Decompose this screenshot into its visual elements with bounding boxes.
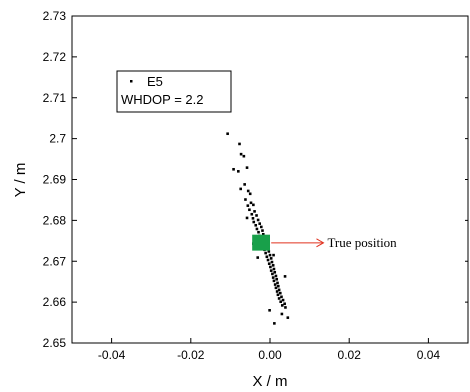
- data-point: [279, 300, 282, 304]
- data-point: [272, 267, 276, 271]
- annotation-arrowhead: [316, 238, 325, 248]
- data-point: [267, 250, 271, 253]
- data-point: [277, 297, 281, 300]
- data-point: [269, 265, 272, 269]
- y-tick-label: 2.73: [43, 9, 67, 23]
- data-point: [242, 154, 246, 158]
- data-point: [259, 225, 263, 229]
- data-point: [252, 203, 255, 207]
- data-point: [275, 277, 279, 281]
- data-point: [244, 198, 247, 201]
- data-point: [270, 260, 274, 264]
- y-tick-label: 2.71: [43, 91, 67, 105]
- data-point: [283, 302, 286, 306]
- data-point: [252, 220, 256, 224]
- x-tick-label: 0.02: [338, 348, 362, 362]
- data-point: [261, 229, 264, 232]
- data-point: [226, 132, 229, 136]
- data-point: [272, 253, 275, 257]
- data-point: [286, 316, 290, 319]
- data-point: [246, 189, 250, 193]
- y-tick-label: 2.7: [49, 132, 66, 146]
- data-point: [268, 253, 272, 257]
- data-point: [261, 232, 265, 236]
- data-point: [273, 283, 277, 286]
- data-point: [266, 258, 270, 262]
- y-axis-label: Y / m: [12, 163, 29, 198]
- data-point: [243, 183, 246, 186]
- x-tick-label: -0.04: [98, 348, 126, 362]
- data-point: [272, 279, 276, 283]
- data-point: [273, 270, 277, 274]
- data-point: [237, 170, 240, 173]
- data-point: [245, 216, 249, 220]
- data-point: [267, 262, 271, 266]
- data-point: [277, 288, 281, 292]
- data-point: [249, 201, 253, 205]
- data-point: [284, 306, 287, 309]
- data-point: [256, 256, 260, 259]
- data-point: [271, 272, 274, 276]
- true-position-marker: [252, 234, 270, 251]
- legend-series-label: E5: [147, 74, 163, 89]
- data-point: [253, 210, 256, 213]
- x-axis-label: X / m: [252, 373, 287, 390]
- scatter-points: [226, 132, 290, 325]
- x-tick-label: 0.00: [258, 348, 282, 362]
- data-point: [232, 167, 235, 171]
- data-point: [265, 255, 269, 259]
- data-point: [271, 264, 275, 267]
- data-point: [277, 284, 280, 288]
- legend-marker: [130, 80, 133, 83]
- y-tick-label: 2.72: [43, 50, 67, 64]
- data-point: [273, 322, 276, 325]
- data-point: [257, 230, 260, 234]
- legend-frame: [116, 70, 232, 113]
- data-point: [248, 208, 251, 212]
- annotation-true-position: True position: [327, 235, 397, 250]
- data-point: [269, 257, 273, 260]
- data-point: [271, 276, 275, 279]
- data-point: [245, 166, 249, 169]
- data-point: [251, 217, 255, 220]
- data-point: [276, 281, 279, 285]
- data-point: [246, 204, 250, 207]
- legend-whdop: WHDOP = 2.2: [121, 92, 203, 107]
- data-point: [274, 286, 278, 290]
- data-point: [280, 295, 283, 299]
- data-point: [238, 142, 241, 146]
- data-point: [275, 290, 279, 293]
- data-point: [258, 222, 262, 225]
- data-point: [276, 293, 280, 297]
- plot-frame: [71, 15, 469, 344]
- y-tick-label: 2.66: [43, 295, 67, 309]
- y-tick-label: 2.67: [43, 254, 67, 268]
- x-tick-label: -0.02: [177, 348, 205, 362]
- data-point: [255, 214, 258, 217]
- data-point: [255, 227, 259, 231]
- data-point: [283, 275, 287, 278]
- y-tick-label: 2.69: [43, 173, 67, 187]
- y-tick-label: 2.68: [43, 213, 67, 227]
- data-point: [254, 223, 258, 227]
- data-point: [278, 291, 282, 295]
- x-tick-label: 0.04: [417, 348, 441, 362]
- data-point: [248, 192, 252, 196]
- data-point: [268, 309, 271, 312]
- data-point: [280, 304, 284, 307]
- data-point: [250, 212, 254, 216]
- data-point: [264, 251, 267, 255]
- data-point: [269, 269, 273, 272]
- legend-box: E5 WHDOP = 2.2: [116, 70, 232, 113]
- data-point: [239, 187, 242, 191]
- data-point: [280, 312, 284, 316]
- data-point: [281, 298, 285, 302]
- y-tick-label: 2.65: [43, 336, 67, 350]
- data-point: [256, 218, 260, 222]
- data-point: [239, 152, 243, 156]
- axis-ticks: -0.04 -0.02 0.00 0.02 0.04 2.65 2.66 2.67 2.68 2.…: [43, 9, 468, 362]
- data-point: [274, 274, 278, 278]
